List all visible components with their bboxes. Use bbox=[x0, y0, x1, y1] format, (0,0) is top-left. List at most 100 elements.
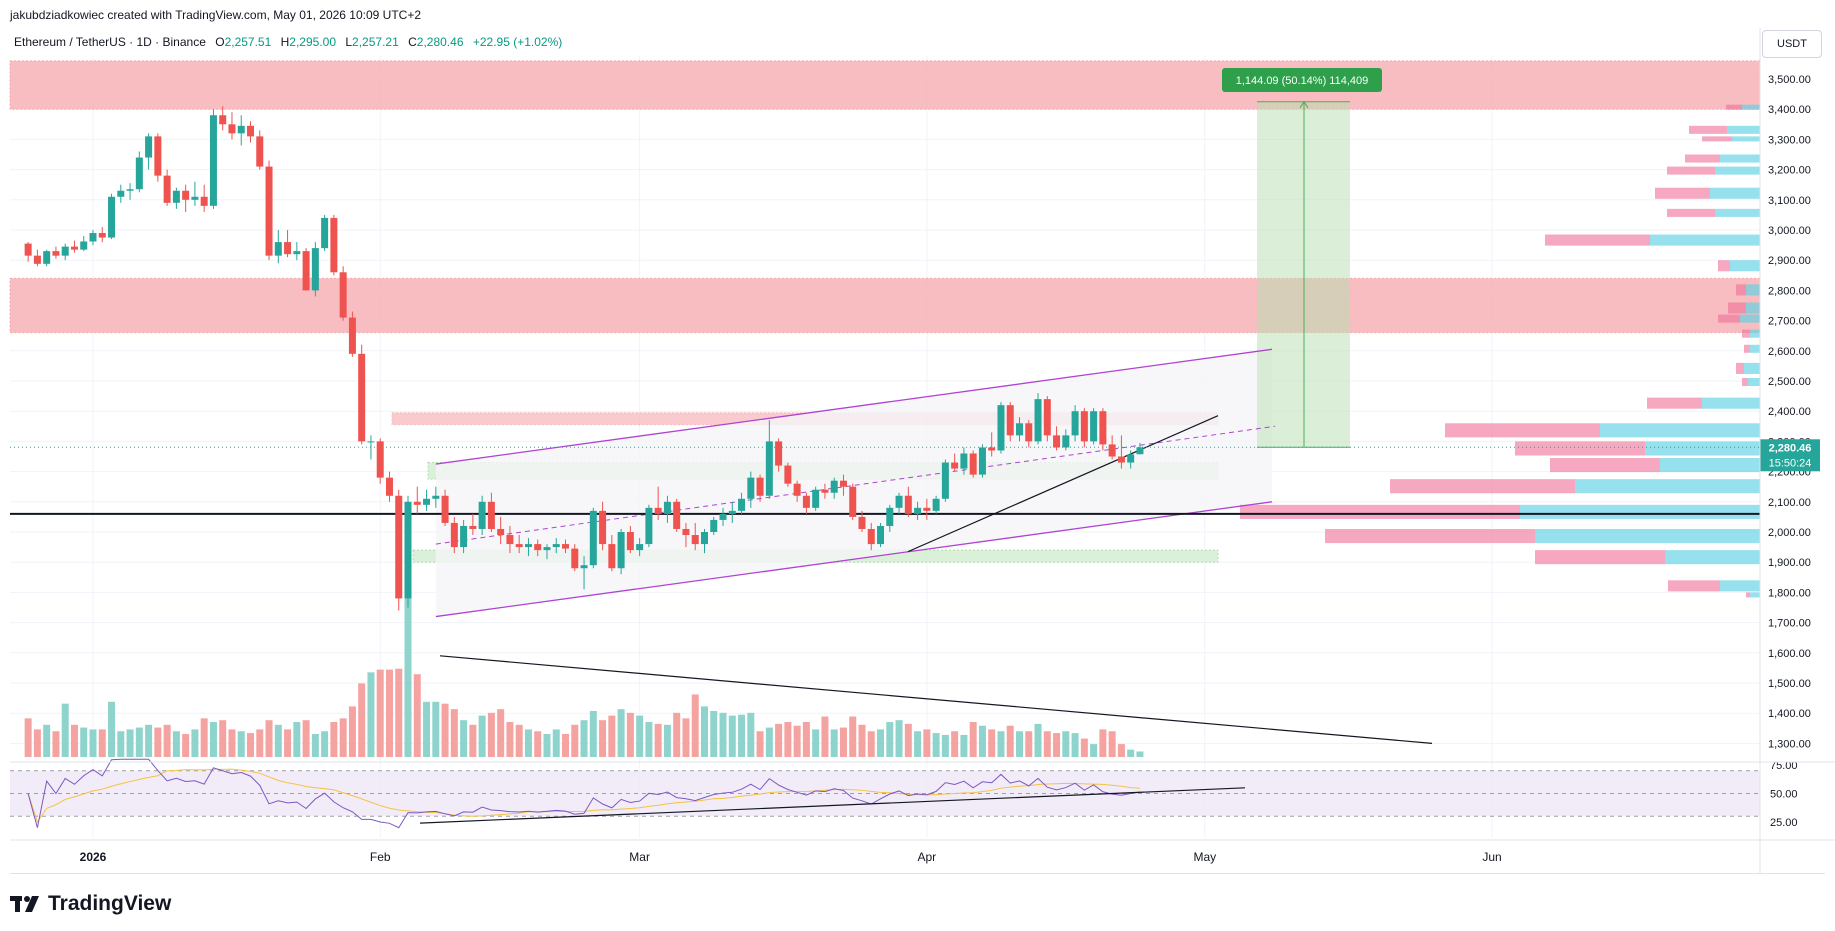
candle-body bbox=[839, 480, 847, 487]
candle-body bbox=[367, 441, 375, 443]
volume-profile-down bbox=[1515, 441, 1645, 456]
price-tick-label: 1,400.00 bbox=[1768, 708, 1811, 720]
candle-body bbox=[376, 441, 384, 478]
candle-body bbox=[1090, 411, 1098, 442]
candle-body bbox=[228, 124, 236, 134]
price-tick-label: 2,700.00 bbox=[1768, 316, 1811, 328]
candle-body bbox=[932, 498, 940, 511]
candle-body bbox=[1016, 423, 1023, 436]
volume-bar bbox=[145, 724, 153, 757]
volume-profile-down bbox=[1702, 136, 1732, 142]
volume-bar bbox=[663, 724, 671, 757]
last-price-badge bbox=[1760, 439, 1820, 472]
candle-body bbox=[126, 189, 134, 191]
candle-body bbox=[1053, 435, 1061, 448]
candle-body bbox=[663, 501, 671, 514]
channel-lower-line bbox=[435, 501, 1273, 618]
volume-bar bbox=[997, 731, 1005, 757]
volume-bar bbox=[849, 716, 857, 757]
volume-bar bbox=[756, 731, 764, 757]
time-tick-label: Feb bbox=[370, 850, 391, 864]
candle-body bbox=[969, 453, 977, 475]
volume-bar bbox=[284, 729, 292, 757]
open-label: O bbox=[215, 35, 225, 49]
price-tick-label: 2,900.00 bbox=[1768, 255, 1811, 267]
volume-bar bbox=[348, 706, 356, 757]
candle-body bbox=[1071, 411, 1079, 436]
volume-bar bbox=[515, 724, 523, 757]
volume-bar bbox=[904, 723, 912, 757]
volume-bar bbox=[654, 723, 662, 757]
volume-bar bbox=[478, 715, 486, 757]
volume-bar bbox=[1071, 733, 1079, 757]
volume-profile-down bbox=[1744, 344, 1750, 353]
volume-profile-up bbox=[1600, 423, 1760, 438]
volume-bar bbox=[432, 701, 440, 757]
price-tick-label: 3,100.00 bbox=[1768, 195, 1811, 207]
rsi-ma-line bbox=[27, 768, 1140, 824]
bar-countdown: 15:50:24 bbox=[1769, 457, 1812, 469]
volume-bar bbox=[821, 716, 829, 757]
volume-bar bbox=[1062, 731, 1070, 757]
candle-body bbox=[793, 483, 801, 496]
candle-body bbox=[1117, 456, 1125, 463]
candle-body bbox=[432, 495, 440, 499]
candle-body bbox=[599, 510, 607, 545]
volume-bar bbox=[1043, 731, 1051, 757]
candle-body bbox=[339, 272, 347, 318]
volume-bar bbox=[52, 731, 60, 757]
brand-name: TradingView bbox=[48, 892, 172, 915]
candle-body bbox=[552, 544, 560, 548]
price-tick-label: 2,100.00 bbox=[1768, 497, 1811, 509]
volume-profile-up bbox=[1744, 362, 1760, 374]
rsi-line bbox=[27, 758, 1141, 829]
tradingview-brand: TradingView bbox=[10, 892, 171, 916]
rsi-tick-label: 75.00 bbox=[1770, 760, 1798, 772]
price-tick-label: 2,500.00 bbox=[1768, 376, 1811, 388]
candle-body bbox=[904, 495, 912, 514]
currency-selector[interactable]: USDT bbox=[1762, 30, 1822, 58]
candle-body bbox=[284, 242, 292, 255]
volume-profile-up bbox=[1727, 125, 1760, 134]
channel-fill bbox=[435, 349, 1272, 617]
candle-body bbox=[673, 501, 681, 529]
volume-bar bbox=[830, 729, 838, 757]
candle-body bbox=[450, 522, 458, 548]
volume-profile-up bbox=[1730, 260, 1760, 272]
volume-bar bbox=[487, 712, 495, 757]
candle-body bbox=[524, 544, 532, 548]
volume-bar bbox=[738, 714, 746, 757]
volume-bar bbox=[330, 722, 338, 757]
price-tick-label: 1,500.00 bbox=[1768, 678, 1811, 690]
time-tick-label: Apr bbox=[918, 850, 937, 864]
symbol-name[interactable]: Ethereum / TetherUS · 1D · Binance bbox=[14, 35, 206, 49]
volume-bar bbox=[682, 718, 690, 757]
volume-bar bbox=[793, 725, 801, 757]
candle-body bbox=[534, 544, 542, 551]
volume-profile-up bbox=[1715, 166, 1760, 175]
volume-bar bbox=[209, 722, 217, 757]
candle-body bbox=[617, 532, 625, 569]
candle-body bbox=[1062, 435, 1070, 448]
candle-body bbox=[413, 501, 421, 505]
volume-bar bbox=[321, 731, 329, 757]
change-value: +22.95 (+1.02%) bbox=[472, 35, 563, 49]
candle-body bbox=[849, 486, 857, 517]
candle-body bbox=[80, 241, 88, 250]
volume-bar bbox=[1090, 744, 1098, 757]
candle-body bbox=[682, 528, 690, 536]
candle-body bbox=[886, 507, 894, 526]
volume-bar bbox=[172, 731, 180, 757]
volume-bar bbox=[376, 669, 384, 757]
volume-profile-down bbox=[1718, 314, 1740, 323]
candle-body bbox=[877, 525, 885, 545]
volume-profile-down bbox=[1736, 284, 1746, 296]
volume-bar bbox=[70, 724, 78, 757]
volume-profile-up bbox=[1520, 504, 1760, 519]
volume-bar bbox=[135, 727, 143, 757]
candle-body bbox=[951, 462, 959, 469]
volume-profile-down bbox=[1325, 528, 1535, 544]
candle-body bbox=[710, 519, 718, 532]
volume-profile-down bbox=[1728, 302, 1746, 314]
